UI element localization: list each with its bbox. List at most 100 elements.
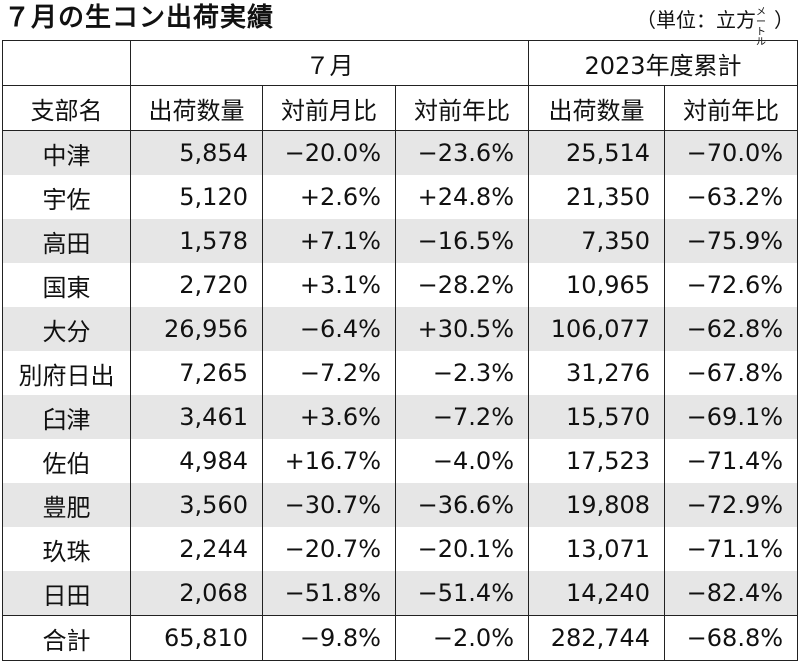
cum-yoy-cell: −70.0% — [664, 130, 799, 175]
yoy-cell: −20.1% — [394, 527, 530, 571]
yoy-cell: −2.0% — [394, 615, 530, 661]
table-row: 国東 2,720 +3.1% −28.2% 10,965 −72.6% — [2, 263, 799, 307]
table-row: 宇佐 5,120 +2.6% +24.8% 21,350 −63.2% — [2, 175, 799, 219]
branch-name-cell: 大分 — [2, 307, 131, 351]
qty-cell: 3,560 — [130, 483, 263, 527]
cum-qty-cell: 19,808 — [528, 483, 666, 527]
cum-yoy-cell: −62.8% — [664, 307, 799, 351]
mom-cell: +3.1% — [262, 263, 396, 307]
month-group-header: ７月 — [129, 40, 530, 86]
header-blank-cell — [2, 40, 131, 86]
qty-cell: 2,068 — [130, 571, 263, 616]
cum-yoy-cell: −71.4% — [664, 439, 799, 483]
cum-yoy-cell: −67.8% — [664, 351, 799, 395]
yoy-cell: −7.2% — [394, 395, 530, 439]
table-row: 日田 2,068 −51.8% −51.4% 14,240 −82.4% — [2, 571, 799, 616]
qty-cell: 4,984 — [130, 439, 263, 483]
cum-qty-cell: 10,965 — [528, 263, 666, 307]
qty-cell: 5,120 — [130, 175, 263, 219]
branch-name-cell: 佐伯 — [2, 439, 131, 483]
report-title: ７月の生コン出荷実績 — [4, 3, 275, 33]
yoy-cell: −4.0% — [394, 439, 530, 483]
col-header-qty: 出荷数量 — [130, 85, 263, 131]
table-row: 豊肥 3,560 −30.7% −36.6% 19,808 −72.9% — [2, 483, 799, 527]
cum-yoy-cell: −71.1% — [664, 527, 799, 571]
cum-qty-cell: 106,077 — [528, 307, 666, 351]
unit-suffix: ） — [774, 8, 794, 32]
qty-cell: 65,810 — [130, 615, 263, 661]
yoy-cell: −23.6% — [394, 130, 530, 175]
qty-cell: 5,854 — [130, 130, 263, 175]
cum-qty-cell: 17,523 — [528, 439, 666, 483]
table-row: 玖珠 2,244 −20.7% −20.1% 13,071 −71.1% — [2, 527, 799, 571]
mom-cell: +2.6% — [262, 175, 396, 219]
branch-name-cell: 豊肥 — [2, 483, 131, 527]
cum-qty-cell: 7,350 — [528, 219, 666, 263]
cum-yoy-cell: −72.6% — [664, 263, 799, 307]
unit-note: （単位：立方メートル） — [636, 8, 794, 48]
mom-cell: +3.6% — [262, 395, 396, 439]
yoy-cell: −16.5% — [394, 219, 530, 263]
table-row: 中津 5,854 −20.0% −23.6% 25,514 −70.0% — [2, 130, 799, 175]
cum-yoy-cell: −68.8% — [664, 615, 799, 661]
group-header-row: ７月 2023年度累計 — [2, 40, 799, 86]
shipment-table: ７月 2023年度累計 支部名 出荷数量 対前月比 対前年比 出荷数量 対前年比… — [2, 40, 799, 661]
col-header-branch: 支部名 — [2, 85, 131, 131]
branch-name-cell: 合計 — [2, 615, 131, 661]
cum-qty-cell: 14,240 — [528, 571, 666, 616]
cum-qty-cell: 15,570 — [528, 395, 666, 439]
yoy-cell: −28.2% — [394, 263, 530, 307]
qty-cell: 1,578 — [130, 219, 263, 263]
cum-qty-cell: 13,071 — [528, 527, 666, 571]
cum-yoy-cell: −72.9% — [664, 483, 799, 527]
cum-qty-cell: 25,514 — [528, 130, 666, 175]
mom-cell: −51.8% — [262, 571, 396, 616]
branch-name-cell: 高田 — [2, 219, 131, 263]
column-header-row: 支部名 出荷数量 対前月比 対前年比 出荷数量 対前年比 — [2, 85, 799, 131]
cum-yoy-cell: −69.1% — [664, 395, 799, 439]
branch-name-cell: 臼津 — [2, 395, 131, 439]
col-header-cum-qty: 出荷数量 — [528, 85, 666, 131]
table-row: 臼津 3,461 +3.6% −7.2% 15,570 −69.1% — [2, 395, 799, 439]
cum-qty-cell: 282,744 — [528, 615, 666, 661]
qty-cell: 3,461 — [130, 395, 263, 439]
cum-yoy-cell: −75.9% — [664, 219, 799, 263]
qty-cell: 2,244 — [130, 527, 263, 571]
mom-cell: +16.7% — [262, 439, 396, 483]
branch-name-cell: 日田 — [2, 571, 131, 616]
mom-cell: −6.4% — [262, 307, 396, 351]
unit-prefix: （単位：立方 — [636, 8, 756, 32]
cum-yoy-cell: −82.4% — [664, 571, 799, 616]
cumulative-group-header: 2023年度累計 — [528, 40, 799, 86]
yoy-cell: +30.5% — [394, 307, 530, 351]
branch-name-cell: 別府日出 — [2, 351, 131, 395]
col-header-mom: 対前月比 — [262, 85, 396, 131]
table-row: 高田 1,578 +7.1% −16.5% 7,350 −75.9% — [2, 219, 799, 263]
mom-cell: −20.0% — [262, 130, 396, 175]
mom-cell: +7.1% — [262, 219, 396, 263]
cum-qty-cell: 21,350 — [528, 175, 666, 219]
yoy-cell: −36.6% — [394, 483, 530, 527]
total-row: 合計 65,810 −9.8% −2.0% 282,744 −68.8% — [2, 615, 799, 661]
yoy-cell: −51.4% — [394, 571, 530, 616]
col-header-cum-yoy: 対前年比 — [664, 85, 799, 131]
qty-cell: 2,720 — [130, 263, 263, 307]
mom-cell: −30.7% — [262, 483, 396, 527]
table-row: 別府日出 7,265 −7.2% −2.3% 31,276 −67.8% — [2, 351, 799, 395]
yoy-cell: +24.8% — [394, 175, 530, 219]
mom-cell: −7.2% — [262, 351, 396, 395]
branch-name-cell: 玖珠 — [2, 527, 131, 571]
qty-cell: 26,956 — [130, 307, 263, 351]
mom-cell: −9.8% — [262, 615, 396, 661]
cum-qty-cell: 31,276 — [528, 351, 666, 395]
yoy-cell: −2.3% — [394, 351, 530, 395]
qty-cell: 7,265 — [130, 351, 263, 395]
mom-cell: −20.7% — [262, 527, 396, 571]
branch-name-cell: 中津 — [2, 130, 131, 175]
table-row: 佐伯 4,984 +16.7% −4.0% 17,523 −71.4% — [2, 439, 799, 483]
col-header-yoy: 対前年比 — [394, 85, 530, 131]
branch-name-cell: 国東 — [2, 263, 131, 307]
branch-name-cell: 宇佐 — [2, 175, 131, 219]
cum-yoy-cell: −63.2% — [664, 175, 799, 219]
table-row: 大分 26,956 −6.4% +30.5% 106,077 −62.8% — [2, 307, 799, 351]
